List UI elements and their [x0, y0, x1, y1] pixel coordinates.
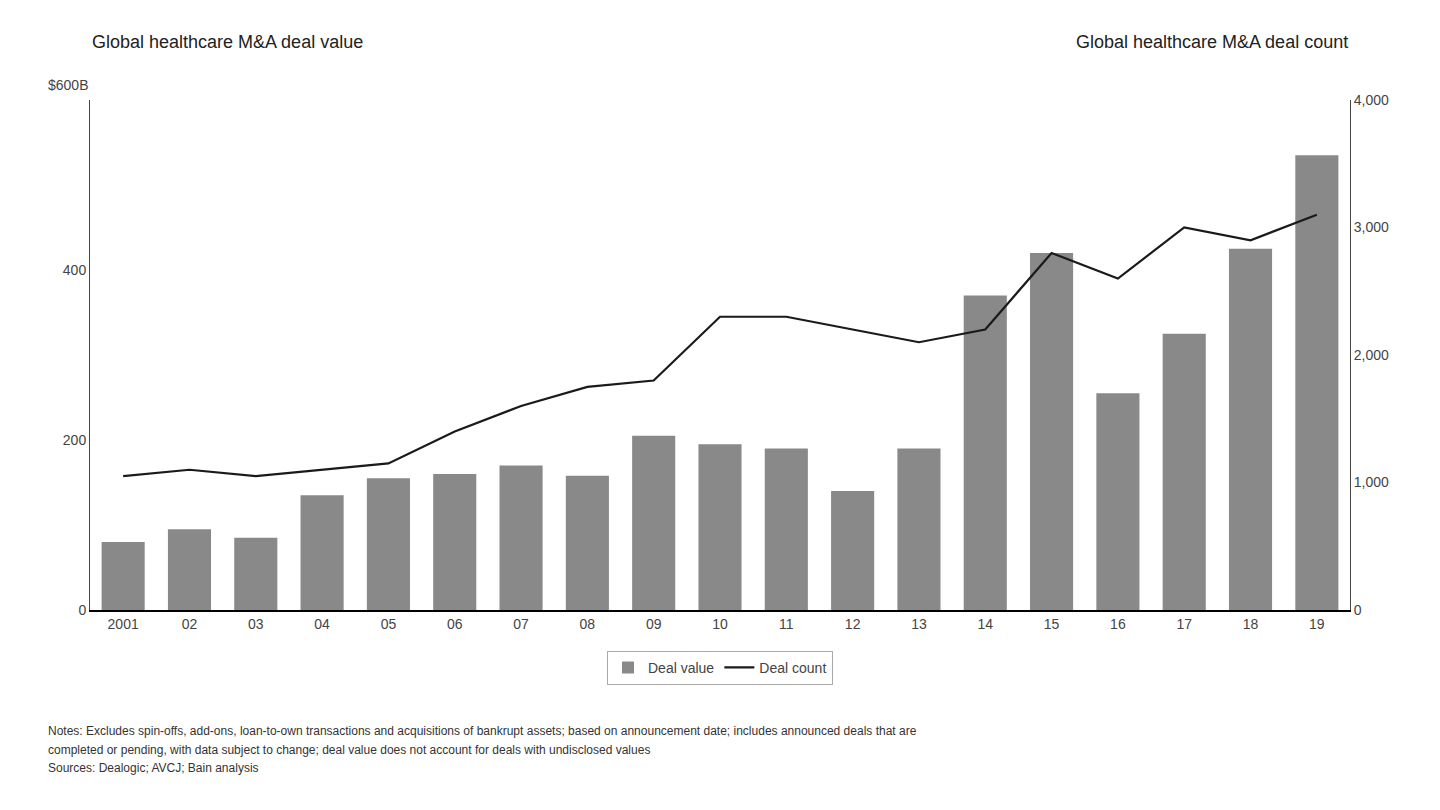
svg-text:Notes: Excludes spin-offs, add: Notes: Excludes spin-offs, add-ons, loan… — [48, 724, 917, 738]
svg-text:2001: 2001 — [108, 616, 139, 632]
svg-text:400: 400 — [63, 262, 87, 278]
svg-text:19: 19 — [1309, 616, 1325, 632]
svg-text:16: 16 — [1110, 616, 1126, 632]
svg-text:0: 0 — [1354, 602, 1362, 618]
svg-text:03: 03 — [248, 616, 264, 632]
svg-text:Deal value: Deal value — [648, 660, 714, 676]
svg-text:0: 0 — [78, 602, 86, 618]
svg-text:Global healthcare M&A deal cou: Global healthcare M&A deal count — [1076, 32, 1348, 52]
svg-text:12: 12 — [845, 616, 861, 632]
svg-text:200: 200 — [63, 432, 87, 448]
svg-text:10: 10 — [712, 616, 728, 632]
svg-text:4,000: 4,000 — [1354, 92, 1389, 108]
svg-text:completed or pending, with dat: completed or pending, with data subject … — [48, 743, 650, 757]
svg-text:14: 14 — [977, 616, 993, 632]
svg-text:04: 04 — [314, 616, 330, 632]
svg-text:15: 15 — [1044, 616, 1060, 632]
svg-text:08: 08 — [580, 616, 596, 632]
svg-text:Global healthcare M&A deal val: Global healthcare M&A deal value — [92, 32, 363, 52]
svg-text:$600B: $600B — [48, 77, 88, 93]
svg-text:05: 05 — [381, 616, 397, 632]
svg-text:11: 11 — [779, 616, 794, 632]
svg-text:3,000: 3,000 — [1354, 219, 1389, 235]
svg-text:07: 07 — [513, 616, 529, 632]
svg-text:1,000: 1,000 — [1354, 474, 1389, 490]
svg-text:13: 13 — [911, 616, 927, 632]
svg-text:2,000: 2,000 — [1354, 347, 1389, 363]
svg-text:Sources: Dealogic; AVCJ; Bain: Sources: Dealogic; AVCJ; Bain analysis — [48, 761, 259, 775]
svg-text:17: 17 — [1176, 616, 1192, 632]
svg-text:Deal count: Deal count — [759, 660, 826, 676]
svg-text:02: 02 — [182, 616, 198, 632]
svg-text:09: 09 — [646, 616, 662, 632]
svg-text:18: 18 — [1243, 616, 1259, 632]
svg-text:06: 06 — [447, 616, 463, 632]
